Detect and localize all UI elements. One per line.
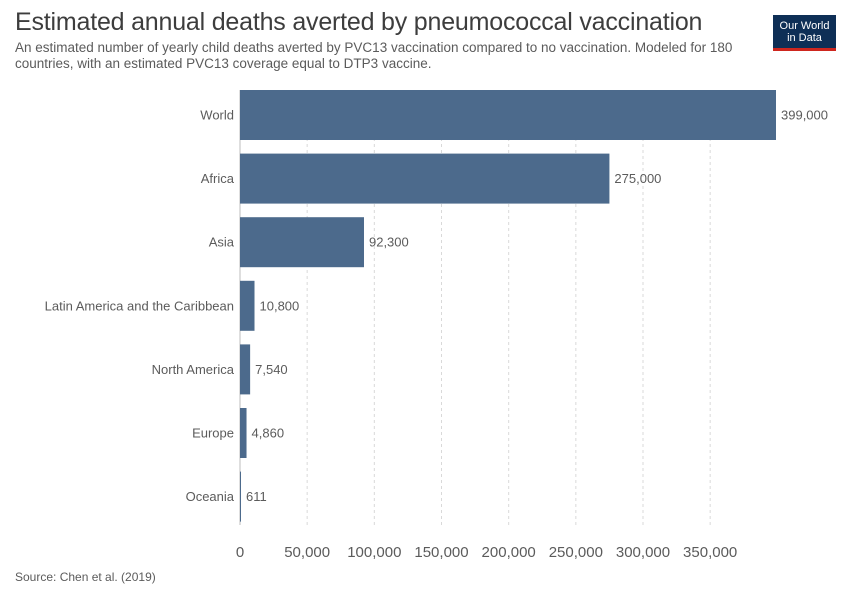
- logo-line-1: Our World: [779, 19, 830, 32]
- bar: [240, 153, 610, 204]
- category-label: Europe: [192, 426, 234, 441]
- source-note: Source: Chen et al. (2019): [15, 570, 156, 584]
- x-tick-label: 150,000: [414, 544, 468, 561]
- value-label: 611: [246, 489, 267, 504]
- category-label: World: [200, 108, 234, 123]
- chart-title: Estimated annual deaths averted by pneum…: [15, 8, 703, 36]
- x-tick-label: 250,000: [549, 544, 603, 561]
- category-label: North America: [152, 362, 235, 377]
- bar: [240, 217, 364, 268]
- value-label: 275,000: [614, 171, 661, 186]
- value-label: 10,800: [260, 298, 300, 313]
- logo-line-2: in Data: [787, 31, 822, 44]
- value-label: 92,300: [369, 235, 409, 250]
- x-tick-label: 300,000: [616, 544, 670, 561]
- value-label: 7,540: [255, 362, 288, 377]
- value-label: 4,860: [252, 426, 285, 441]
- value-label: 399,000: [781, 108, 828, 123]
- x-tick-label: 0: [236, 544, 244, 561]
- chart-subtitle: An estimated number of yearly child deat…: [15, 40, 733, 71]
- bar: [240, 344, 251, 395]
- bar: [240, 90, 776, 140]
- bar: [240, 280, 255, 331]
- x-tick-label: 350,000: [683, 544, 737, 561]
- category-label: Asia: [209, 235, 235, 250]
- x-tick-label: 200,000: [482, 544, 536, 561]
- category-label: Africa: [201, 171, 235, 186]
- owid-logo[interactable]: Our World in Data: [773, 15, 836, 51]
- category-label: Oceania: [186, 489, 235, 504]
- x-tick-label: 100,000: [347, 544, 401, 561]
- bar: [240, 408, 247, 458]
- bar: [240, 471, 241, 522]
- category-label: Latin America and the Caribbean: [45, 298, 234, 313]
- x-tick-label: 50,000: [284, 544, 330, 561]
